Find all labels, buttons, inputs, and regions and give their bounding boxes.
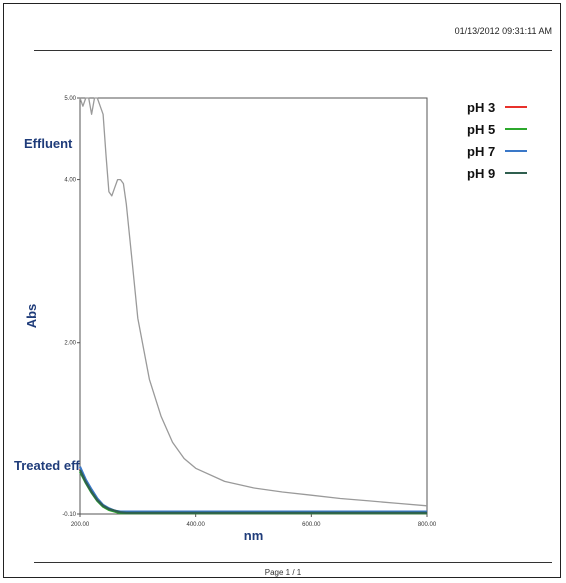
legend-swatch (505, 128, 527, 130)
series-line-ph3 (79, 468, 427, 514)
series-line-ph9 (79, 469, 427, 514)
legend-label: pH 9 (467, 165, 496, 181)
report-frame (3, 3, 561, 578)
y-tick-label: -0.10 (62, 512, 76, 518)
legend-label: pH 5 (467, 121, 496, 137)
x-tick-label: 400.00 (186, 522, 205, 528)
y-tick-label: 2.00 (64, 341, 76, 347)
legend: pH 3 pH 5 pH 7 pH 9 (467, 96, 527, 184)
header-rule (34, 50, 552, 51)
series-line-ph7 (78, 466, 427, 513)
x-tick-label: 200.00 (71, 522, 90, 528)
page-number: Page 1 / 1 (264, 568, 302, 577)
legend-swatch (505, 106, 527, 108)
x-tick-label: 600.00 (302, 522, 321, 528)
x-tick-label: 800.00 (418, 522, 437, 528)
legend-swatch (505, 172, 527, 174)
series-line-ph5 (79, 471, 427, 515)
x-axis-label: nm (244, 528, 264, 543)
y-tick-label: 5.00 (64, 96, 76, 102)
treated-annotation: Treated eff (14, 458, 80, 473)
footer-rule (34, 562, 552, 563)
legend-item-ph3: pH 3 (467, 96, 527, 118)
y-axis-label: Abs (24, 304, 39, 329)
y-tick-label: 4.00 (64, 178, 76, 184)
legend-swatch (505, 150, 527, 152)
legend-item-ph7: pH 7 (467, 140, 527, 162)
timestamp: 01/13/2012 09:31:11 AM (454, 26, 552, 36)
plot-area (79, 97, 428, 515)
legend-item-ph5: pH 5 (467, 118, 527, 140)
legend-label: pH 7 (467, 143, 496, 159)
series-line-effluent (79, 97, 428, 507)
legend-item-ph9: pH 9 (467, 162, 527, 184)
effluent-annotation: Effluent (24, 136, 73, 151)
legend-label: pH 3 (467, 99, 496, 115)
